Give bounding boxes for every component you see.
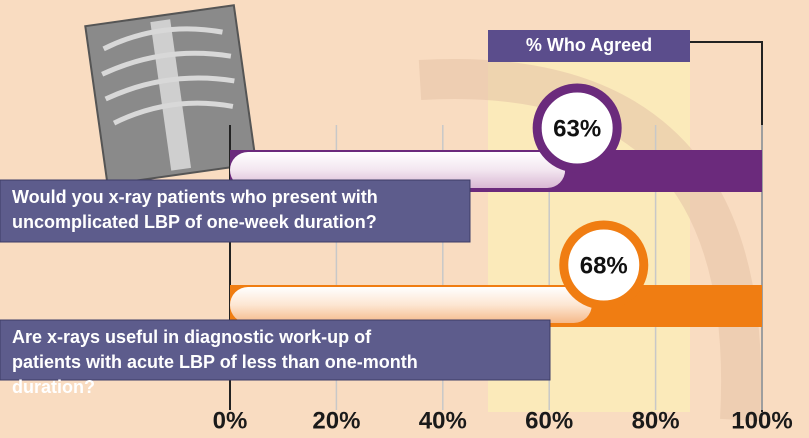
chart: % Who Agreed 0%20%40%60%80%100%63%Would … bbox=[0, 0, 809, 438]
value-label: 63% bbox=[553, 115, 601, 142]
x-tick-label: 0% bbox=[213, 407, 248, 434]
bar bbox=[230, 287, 592, 323]
x-tick-label: 80% bbox=[632, 407, 680, 434]
x-tick-label: 20% bbox=[312, 407, 360, 434]
x-tick-label: 60% bbox=[525, 407, 573, 434]
x-tick-label: 40% bbox=[419, 407, 467, 434]
legend-label: % Who Agreed bbox=[526, 35, 652, 55]
x-tick-label: 100% bbox=[731, 407, 792, 434]
value-label: 68% bbox=[580, 252, 628, 279]
